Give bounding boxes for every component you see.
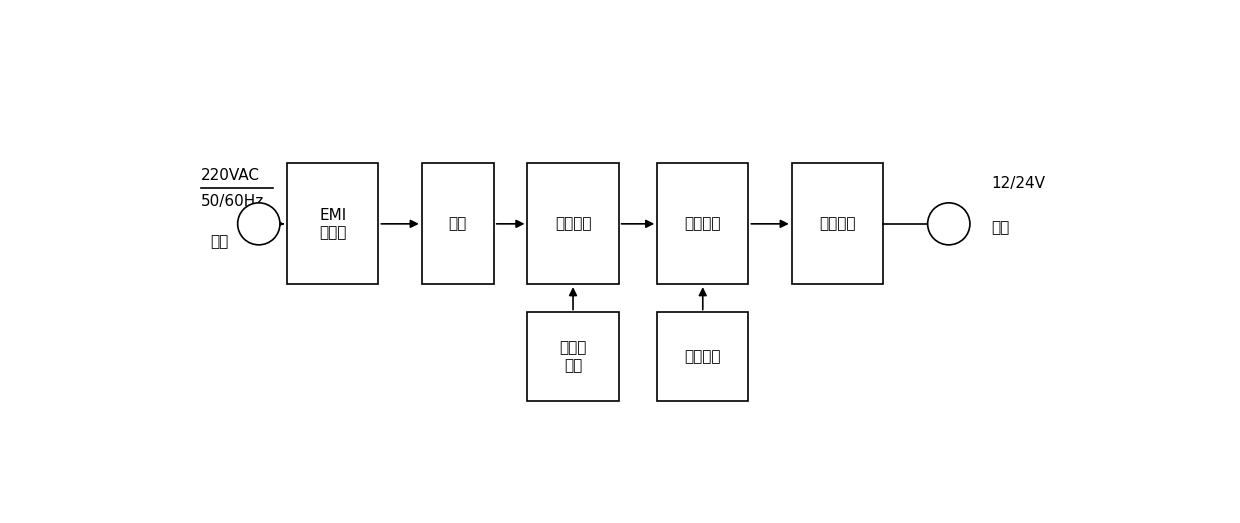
Bar bbox=[791, 163, 883, 285]
Text: 恒功率
控制: 恒功率 控制 bbox=[559, 340, 587, 373]
Text: EMI
滤波器: EMI 滤波器 bbox=[319, 208, 346, 240]
Bar bbox=[657, 163, 749, 285]
Text: 输出电路: 输出电路 bbox=[820, 217, 856, 231]
Text: 12/24V: 12/24V bbox=[991, 176, 1045, 191]
Text: 整流: 整流 bbox=[449, 217, 466, 231]
Bar bbox=[288, 163, 378, 285]
Bar bbox=[527, 312, 619, 401]
Bar bbox=[422, 163, 494, 285]
Text: 220VAC: 220VAC bbox=[201, 168, 260, 183]
Bar bbox=[527, 163, 619, 285]
Text: 输入: 输入 bbox=[211, 234, 229, 249]
Ellipse shape bbox=[928, 203, 970, 245]
Text: 过压保护: 过压保护 bbox=[554, 217, 591, 231]
Bar bbox=[657, 312, 749, 401]
Text: 过载保护: 过载保护 bbox=[684, 349, 720, 364]
Ellipse shape bbox=[238, 203, 280, 245]
Text: 输出: 输出 bbox=[991, 220, 1009, 235]
Text: 50/60Hz: 50/60Hz bbox=[201, 194, 264, 209]
Text: 半桥逆变: 半桥逆变 bbox=[684, 217, 720, 231]
